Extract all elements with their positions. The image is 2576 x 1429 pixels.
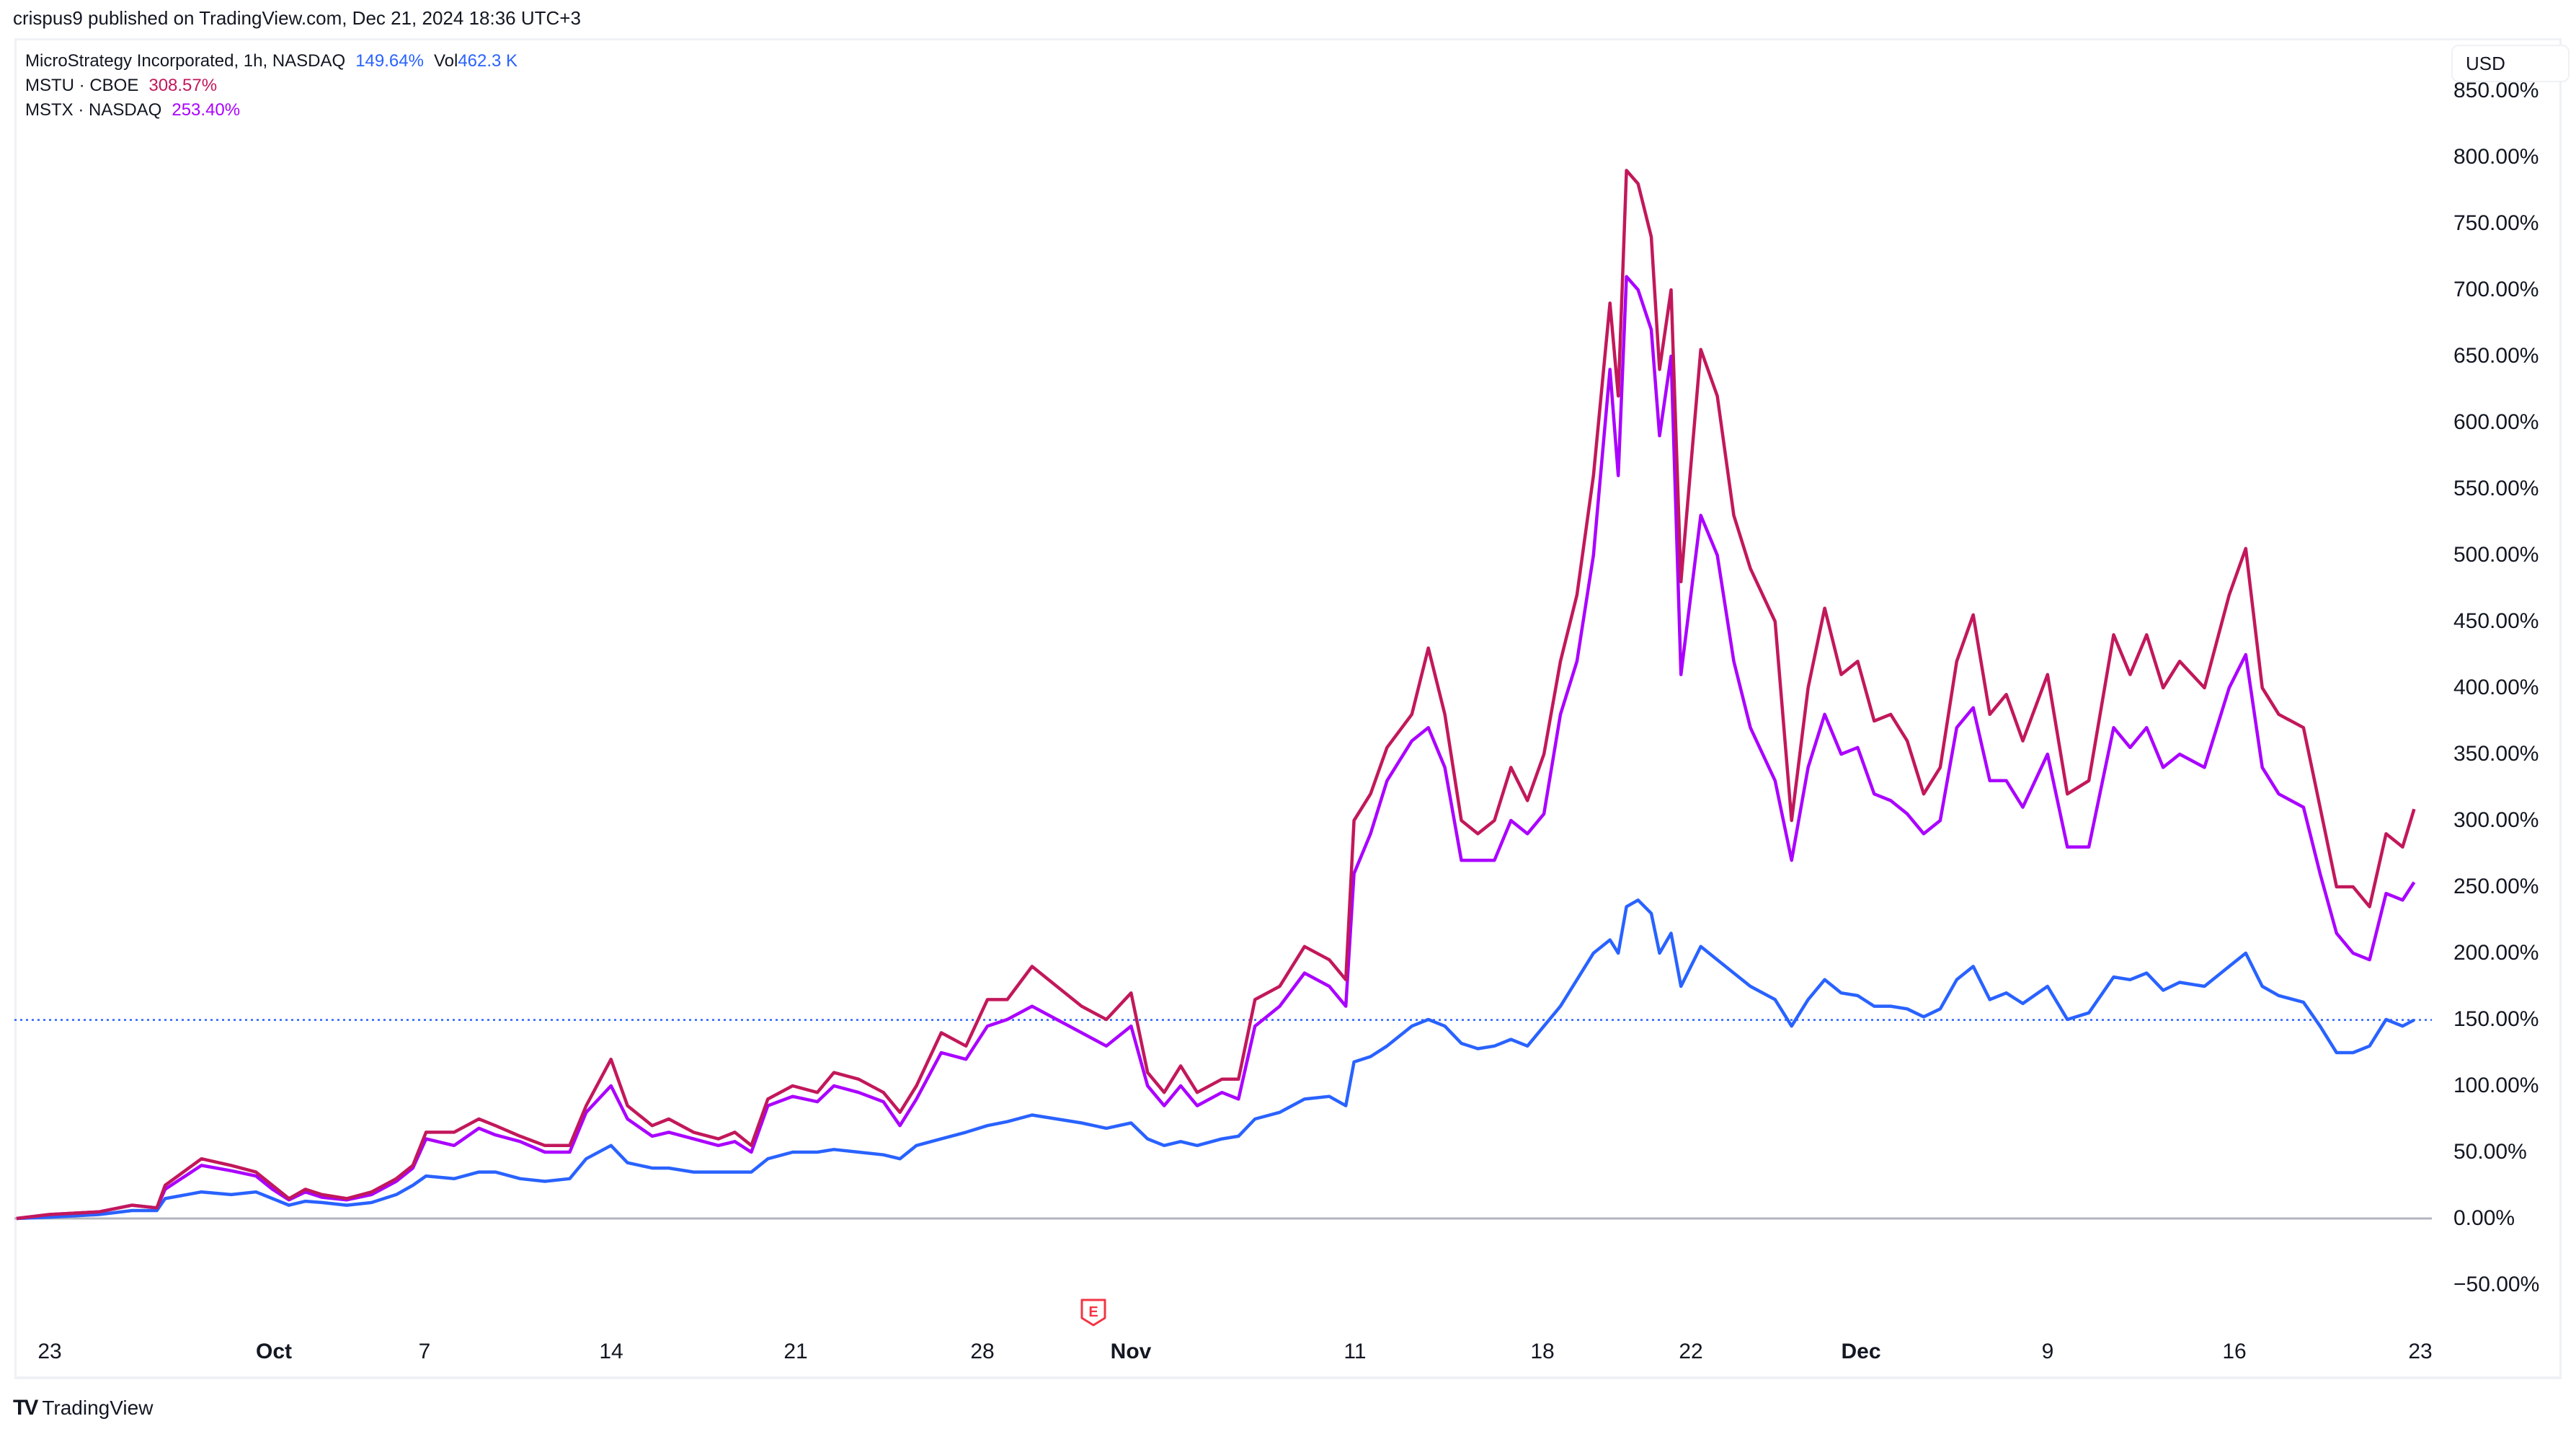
x-tick-label: 14 xyxy=(599,1340,623,1363)
x-tick-label: 28 xyxy=(970,1340,995,1363)
mstu-line xyxy=(16,169,2416,1221)
publish-info: crispus9 published on TradingView.com, D… xyxy=(13,7,581,29)
legend-vol-value: 462.3 K xyxy=(458,51,518,71)
y-tick-label: 100.00% xyxy=(2453,1074,2539,1097)
tradingview-logo[interactable]: TV TradingView xyxy=(13,1396,153,1420)
legend-value-mstx: 253.40% xyxy=(172,100,241,120)
mstr-line xyxy=(16,898,2415,1221)
y-tick-label: 200.00% xyxy=(2453,941,2539,965)
legend-row-mstr[interactable]: MicroStrategy Incorporated, 1h, NASDAQ 14… xyxy=(25,49,518,74)
y-tick-label: 550.00% xyxy=(2453,477,2539,500)
y-tick-label: 750.00% xyxy=(2453,211,2539,235)
earnings-shield-icon: E xyxy=(1080,1299,1106,1327)
y-tick-label: 650.00% xyxy=(2453,344,2539,368)
earnings-marker[interactable]: E xyxy=(1079,1298,1108,1328)
x-tick-label: 22 xyxy=(1679,1340,1703,1363)
mstx-line xyxy=(16,275,2416,1221)
y-tick-label: 600.00% xyxy=(2453,410,2539,434)
currency-button[interactable]: USD xyxy=(2451,45,2570,82)
y-tick-label: 150.00% xyxy=(2453,1007,2539,1031)
x-tick-label: 23 xyxy=(2408,1340,2433,1363)
x-tick-label: 16 xyxy=(2222,1340,2247,1363)
legend-value-mstu: 308.57% xyxy=(148,76,218,95)
x-tick-label: 21 xyxy=(783,1340,808,1363)
bottom-divider xyxy=(14,1377,2562,1379)
x-tick-label: Nov xyxy=(1110,1340,1152,1363)
price-scale[interactable]: 850.00% 800.00% 750.00% 700.00% 650.00% 600.0… xyxy=(2432,38,2562,1336)
tradingview-brand-text: TradingView xyxy=(42,1397,154,1419)
legend-row-mstx[interactable]: MSTX · NASDAQ 253.40% xyxy=(25,98,518,123)
svg-text:E: E xyxy=(1088,1304,1098,1320)
tradingview-logo-icon: TV xyxy=(13,1396,38,1420)
x-tick-label: Oct xyxy=(255,1340,293,1363)
y-tick-label: 850.00% xyxy=(2453,79,2539,102)
y-tick-label: 500.00% xyxy=(2453,543,2539,567)
y-tick-label: 800.00% xyxy=(2453,145,2539,169)
x-tick-label: 7 xyxy=(418,1340,431,1363)
y-tick-label: 300.00% xyxy=(2453,808,2539,832)
legend-value-mstr: 149.64% xyxy=(355,51,424,71)
y-tick-label: 450.00% xyxy=(2453,609,2539,633)
y-tick-label: −50.00% xyxy=(2453,1273,2540,1296)
legend-vol-label: Vol xyxy=(433,51,458,71)
x-tick-label: 9 xyxy=(2041,1340,2054,1363)
legend-title-mstx: MSTX · NASDAQ xyxy=(25,100,162,120)
chart-legend: MicroStrategy Incorporated, 1h, NASDAQ 14… xyxy=(25,49,518,123)
legend-row-mstu[interactable]: MSTU · CBOE 308.57% xyxy=(25,74,518,98)
y-tick-label: 350.00% xyxy=(2453,742,2539,766)
y-tick-label: 400.00% xyxy=(2453,676,2539,699)
y-tick-label: 0.00% xyxy=(2453,1206,2515,1230)
legend-title-mstr: MicroStrategy Incorporated, 1h, NASDAQ xyxy=(25,51,346,71)
x-tick-label: 23 xyxy=(37,1340,62,1363)
x-tick-label: Dec xyxy=(1841,1340,1881,1363)
y-tick-label: 700.00% xyxy=(2453,278,2539,301)
y-tick-label: 50.00% xyxy=(2453,1140,2527,1164)
x-tick-label: 18 xyxy=(1530,1340,1555,1363)
legend-title-mstu: MSTU · CBOE xyxy=(25,76,139,95)
x-tick-label: 11 xyxy=(1343,1340,1367,1363)
y-tick-label: 250.00% xyxy=(2453,875,2539,898)
